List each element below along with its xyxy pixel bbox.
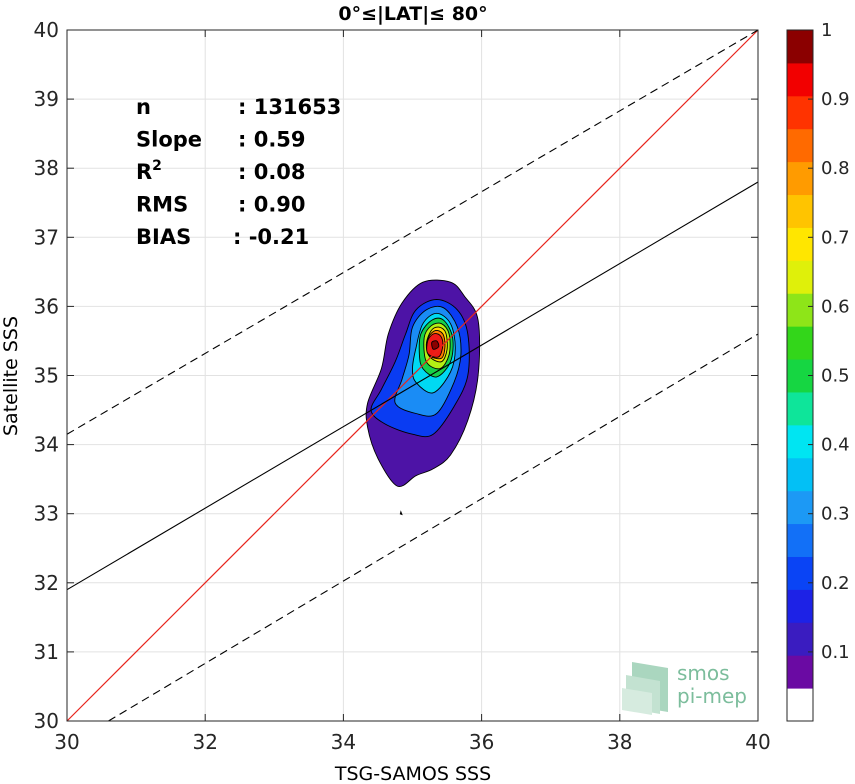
colorbar-segment xyxy=(787,62,813,97)
x-tick-label: 34 xyxy=(331,730,356,754)
y-axis-ticks: 30 31 32 33 34 35 36 37 38 39 40 xyxy=(34,18,758,733)
contour-level xyxy=(431,340,440,350)
y-tick-label: 37 xyxy=(34,225,59,249)
x-axis-ticks: 30 32 34 36 38 40 xyxy=(54,30,771,754)
logo-mark xyxy=(622,662,668,715)
upper-bound-line xyxy=(66,29,759,435)
y-tick-label: 39 xyxy=(34,87,59,111)
colorbar-tick-label: 0.9 xyxy=(821,89,850,110)
colorbar-tick-label: 1 xyxy=(821,20,832,41)
colorbar-segment xyxy=(787,194,813,228)
contour-speck xyxy=(399,510,403,516)
colorbar xyxy=(786,29,814,722)
stat-value: : 0.08 xyxy=(238,160,306,184)
x-tick-label: 30 xyxy=(54,730,79,754)
colorbar-segment xyxy=(787,622,813,656)
fit-line xyxy=(66,181,759,591)
colorbar-segment xyxy=(787,161,813,196)
x-tick-label: 32 xyxy=(192,730,217,754)
x-tick-label: 40 xyxy=(745,730,770,754)
y-tick-label: 36 xyxy=(34,294,59,318)
stat-value: : -0.21 xyxy=(233,225,309,249)
x-tick-label: 36 xyxy=(469,730,494,754)
colorbar-tick-label: 0.7 xyxy=(821,227,850,248)
y-tick-label: 35 xyxy=(34,364,59,388)
stat-value: : 0.59 xyxy=(238,128,306,152)
y-tick-label: 31 xyxy=(34,640,59,664)
colorbar-segment xyxy=(787,30,813,64)
y-tick-label: 30 xyxy=(34,709,59,733)
colorbar-tick-label: 0.5 xyxy=(821,366,850,387)
colorbar-segment xyxy=(787,128,813,163)
stat-label: RMS xyxy=(136,193,188,217)
colorbar-segment xyxy=(787,655,813,689)
stat-superscript: 2 xyxy=(152,158,162,174)
logo-text-pi-mep: pi-mep xyxy=(677,684,747,708)
lower-bound-line xyxy=(108,333,759,722)
colorbar-segment xyxy=(787,424,813,459)
identity-line xyxy=(66,29,759,722)
stat-label: BIAS xyxy=(136,225,191,249)
smos-pi-mep-logo: smos pi-mep xyxy=(622,661,747,715)
chart-title: 0°≤|LAT|≤ 80° xyxy=(338,3,487,25)
y-tick-label: 34 xyxy=(34,433,59,457)
colorbar-segment xyxy=(787,260,813,294)
colorbar-tick-label: 0.6 xyxy=(821,296,850,317)
colorbar-segment xyxy=(787,457,813,492)
colorbar-segment xyxy=(787,688,813,722)
regression-lines xyxy=(66,29,759,722)
colorbar-segment xyxy=(787,227,813,261)
colorbar-tick-label: 0.4 xyxy=(821,435,850,456)
y-tick-label: 38 xyxy=(34,156,59,180)
colorbar-tick-label: 0.8 xyxy=(821,158,850,179)
density-contours xyxy=(365,279,481,516)
x-axis-label: TSG-SAMOS SSS xyxy=(334,763,491,784)
colorbar-segment xyxy=(787,391,813,426)
y-tick-label: 33 xyxy=(34,502,59,526)
colorbar-segment xyxy=(787,589,813,623)
colorbar-segment xyxy=(787,556,813,590)
y-tick-label: 32 xyxy=(34,571,59,595)
stat-value: : 131653 xyxy=(238,95,341,119)
colorbar-segment xyxy=(787,490,813,525)
y-axis-label: Satellite SSS xyxy=(0,316,22,436)
colorbar-tick-label: 0.3 xyxy=(821,504,850,525)
colorbar-segment xyxy=(787,523,813,557)
stat-value: : 0.90 xyxy=(238,193,306,217)
colorbar-segment xyxy=(787,326,813,360)
stat-label: R2 xyxy=(136,158,162,184)
statistics-box: n : 131653 Slope : 0.59 R2 : 0.08 RMS : 0.90 BIA… xyxy=(136,95,341,249)
colorbar-ticks: 0.1 0.2 0.3 0.4 0.5 0.6 0.7 0.8 0.9 1 xyxy=(808,20,850,663)
stat-label: Slope xyxy=(136,128,202,152)
colorbar-tick-label: 0.1 xyxy=(821,642,850,663)
stat-label: n xyxy=(136,95,151,119)
colorbar-tick-label: 0.2 xyxy=(821,573,850,594)
colorbar-segment xyxy=(787,293,813,327)
x-tick-label: 38 xyxy=(607,730,632,754)
y-tick-label: 40 xyxy=(34,18,59,42)
colorbar-segment xyxy=(787,95,813,130)
logo-text-smos: smos xyxy=(677,661,730,685)
